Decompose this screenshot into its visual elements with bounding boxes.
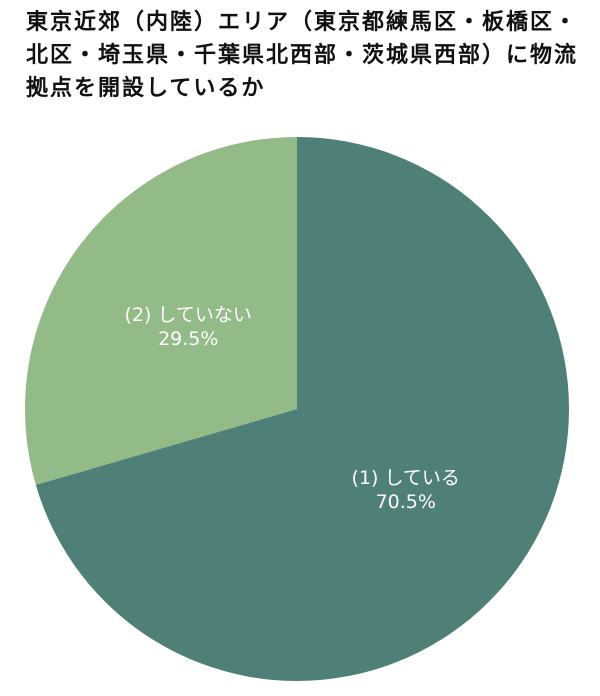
pie-slice (24, 136, 298, 485)
slice-label: (2) していない (125, 304, 252, 326)
slice-value-label: 29.5% (158, 328, 218, 350)
pie-slice (35, 137, 570, 681)
chart-title: 東京近郊（内陸）エリア（東京都練馬区・板橋区・北区・埼玉県・千葉県北西部・茨城県… (26, 10, 579, 101)
slice-label: (1) している (352, 467, 460, 489)
slice-value-label: 70.5% (376, 491, 436, 513)
